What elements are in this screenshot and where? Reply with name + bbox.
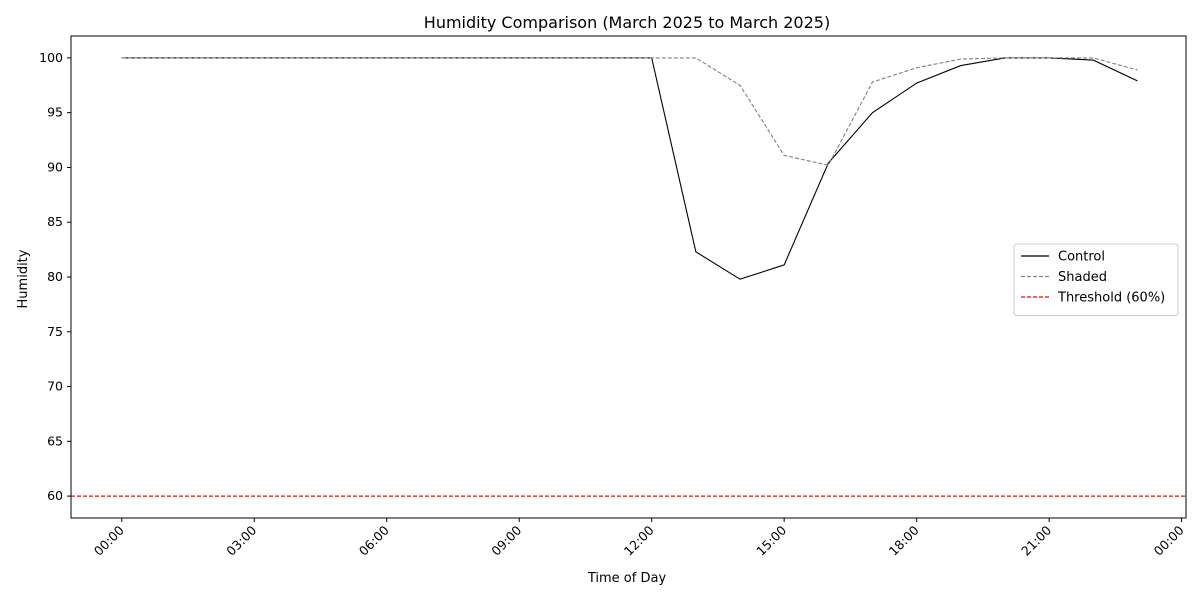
y-tick-label: 95 (47, 105, 63, 120)
x-tick-label: 09:00 (488, 522, 524, 558)
legend-label: Control (1058, 250, 1105, 265)
y-tick-label: 75 (47, 324, 63, 339)
x-tick-label: 15:00 (753, 522, 789, 558)
legend-label: Shaded (1058, 270, 1107, 285)
series-line-control (121, 57, 1138, 280)
legend-label: Threshold (60%) (1057, 291, 1165, 306)
x-tick-label: 18:00 (886, 522, 922, 558)
y-tick-label: 100 (39, 50, 63, 65)
y-axis-label: Humidity (16, 249, 31, 308)
x-tick-label: 06:00 (356, 522, 392, 558)
y-tick-label: 85 (47, 214, 63, 229)
series-line-shaded (121, 57, 1138, 166)
y-tick-label: 60 (47, 488, 63, 503)
x-tick-label: 21:00 (1018, 522, 1054, 558)
y-tick-label: 80 (47, 269, 63, 284)
x-tick-label: 00:00 (91, 522, 127, 558)
chart-title: Humidity Comparison (March 2025 to March… (424, 13, 830, 32)
x-axis-label: Time of Day (587, 571, 667, 586)
y-tick-label: 90 (47, 159, 63, 174)
legend-box (1013, 243, 1179, 316)
y-tick-label: 70 (47, 379, 63, 394)
x-tick-label: 00:00 (1151, 522, 1187, 558)
legend: Control Shaded Threshold (60%) (1013, 243, 1179, 316)
x-tick-label: 03:00 (223, 522, 259, 558)
y-tick-label: 65 (47, 433, 63, 448)
x-tick-label: 12:00 (621, 522, 657, 558)
